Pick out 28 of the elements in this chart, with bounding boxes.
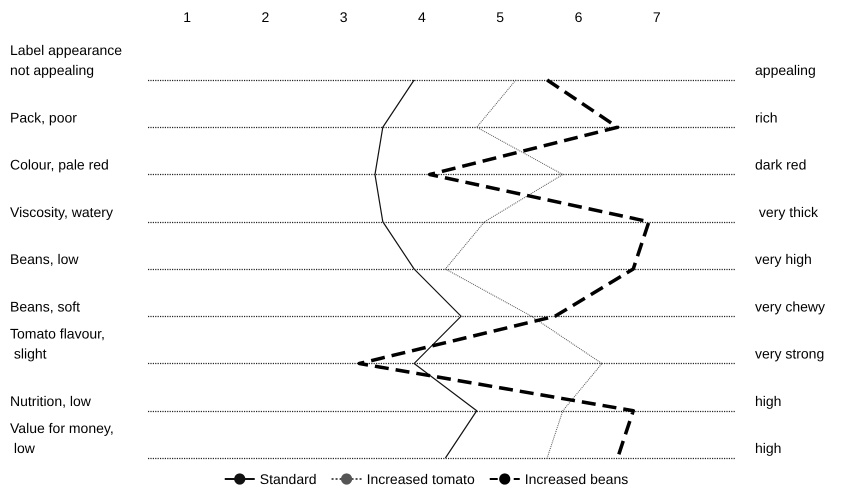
x-tick-label: 3 <box>340 9 348 25</box>
y2-tick-label: very high <box>755 251 812 267</box>
y-tick-label: Pack, poor <box>10 109 78 126</box>
y2-tick-label: high <box>755 440 782 456</box>
y2-tick-label: high <box>755 392 782 409</box>
y-tick-label: Beans, low <box>10 251 80 267</box>
x-tick-label: 5 <box>496 9 504 25</box>
y2-tick-label: rich <box>755 109 778 126</box>
x-tick-label: 1 <box>183 9 192 25</box>
y2-tick-label: very thick <box>755 204 820 220</box>
y-tick-label: Beans, soft <box>10 298 80 314</box>
y2-tick-label: appealing <box>755 62 816 78</box>
y-tick-label: Value for money, low <box>10 420 114 456</box>
x-tick-label: 6 <box>574 9 583 25</box>
x-tick-label: 4 <box>418 9 426 25</box>
y2-tick-label: very strong <box>755 346 824 362</box>
y-tick-label: Viscosity, watery <box>10 204 113 220</box>
y-tick-label: Label appearance not appealing <box>10 42 122 78</box>
y-tick-label: Tomato flavour, slight <box>10 326 105 362</box>
y2-tick-label: very chewy <box>755 298 826 314</box>
legend-label: Standard <box>260 471 317 487</box>
legend-label: Increased tomato <box>366 471 475 487</box>
x-tick-label: 7 <box>652 9 661 25</box>
y-tick-label: Colour, pale red <box>10 156 109 172</box>
y2-tick-label: dark red <box>755 156 806 172</box>
legend-label: Increased beans <box>524 471 628 487</box>
x-tick-label: 2 <box>262 9 270 25</box>
y-tick-label: Nutrition, low <box>10 392 92 409</box>
